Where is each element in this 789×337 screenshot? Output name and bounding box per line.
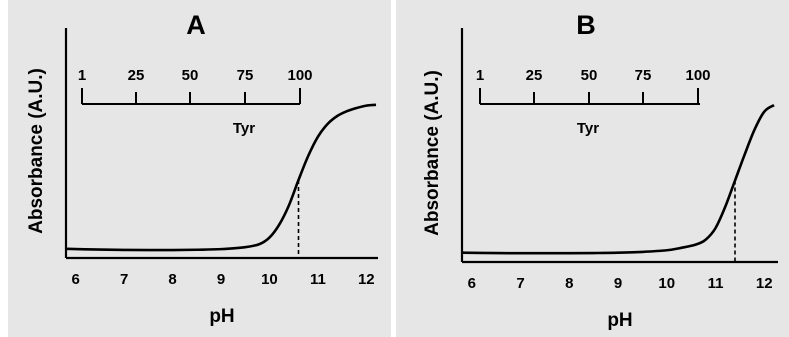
tyr-scale-label: 75 (237, 67, 254, 84)
x-tick-label: 8 (168, 271, 176, 288)
tyr-scale-label: 50 (182, 67, 199, 84)
x-tick-label: 12 (358, 271, 375, 288)
x-tick-label: 8 (565, 275, 573, 292)
y-axis-label: Absorbance (A.U.) (26, 68, 47, 234)
x-axis-label: pH (607, 310, 632, 331)
tyr-scale-label: 75 (635, 67, 652, 84)
x-tick-label: 10 (658, 275, 675, 292)
x-tick-label: 11 (310, 271, 326, 288)
absorbance-curve (461, 103, 775, 255)
panel-background (8, 0, 391, 337)
x-tick-label: 7 (516, 275, 524, 292)
x-tick-label: 12 (756, 275, 773, 292)
tyr-scale-label: 50 (581, 67, 598, 84)
tyr-scale-label: 25 (128, 67, 145, 84)
x-axis-label: pH (209, 306, 234, 327)
tyr-scale-label: 100 (685, 67, 710, 84)
panel-b: B Absorbance (A.U.) 6 7 8 9 10 11 12 pH 1 25 50 75 100… (396, 0, 789, 337)
tyr-scale-label: 25 (526, 67, 543, 84)
x-tick-label: 6 (72, 271, 80, 288)
tyr-scale-label: 1 (78, 67, 86, 84)
panel-a: A Absorbance (A.U.) 6 7 8 9 10 11 12 pH 1 25 50 75 100… (8, 0, 391, 337)
panel-background (396, 0, 789, 337)
x-tick-label: 7 (120, 271, 128, 288)
y-axis-label: Absorbance (A.U.) (422, 70, 443, 236)
panel-title: A (186, 10, 206, 40)
x-tick-label: 6 (468, 275, 476, 292)
x-tick-label: 9 (217, 271, 225, 288)
x-tick-label: 10 (261, 271, 278, 288)
absorbance-curve (65, 103, 377, 252)
x-tick-label: 11 (708, 275, 724, 292)
x-tick-label: 9 (614, 275, 622, 292)
panel-title: B (576, 10, 596, 40)
tyr-label: Tyr (233, 120, 255, 137)
tyr-scale-label: 1 (476, 67, 484, 84)
tyr-scale-label: 100 (287, 67, 312, 84)
tyr-label: Tyr (577, 120, 599, 137)
